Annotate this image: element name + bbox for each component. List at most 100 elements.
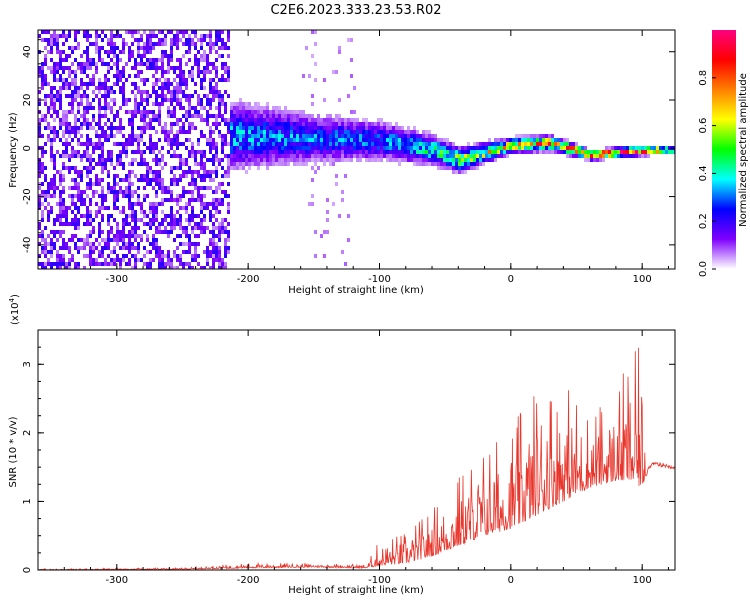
- spectrogram-cell: [569, 142, 572, 146]
- spectrogram-cell: [224, 190, 227, 194]
- spectrogram-cell: [575, 150, 578, 154]
- spectrogram-cell: [125, 138, 128, 142]
- spectrogram-cell: [170, 258, 173, 262]
- spectrogram-cell: [389, 158, 392, 162]
- spectrogram-cell: [86, 154, 89, 158]
- spectrogram-cell: [473, 162, 476, 166]
- spectrogram-cell: [185, 94, 188, 98]
- spectrogram-cell: [359, 122, 362, 126]
- spectrogram-cell: [44, 58, 47, 62]
- spectrogram-cell: [173, 214, 176, 218]
- spectrogram-cell: [158, 222, 161, 226]
- spectrogram-cell: [386, 138, 389, 142]
- spectrogram-cell: [65, 150, 68, 154]
- spectrogram-cell: [233, 102, 236, 106]
- spectrogram-cell: [488, 138, 491, 142]
- spectrogram-cell: [404, 154, 407, 158]
- spectrogram-cell: [191, 258, 194, 262]
- spectrogram-cell: [59, 90, 62, 94]
- spectrogram-cell: [80, 82, 83, 86]
- spectrogram-cell: [47, 258, 50, 262]
- spectrogram-cell: [245, 170, 248, 174]
- spectrogram-cell: [353, 110, 356, 114]
- spectrogram-cell: [116, 234, 119, 238]
- spectrogram-cell: [38, 194, 41, 198]
- spectrogram-cell: [209, 82, 212, 86]
- spectrogram-cell: [485, 150, 488, 154]
- spectrogram-cell: [170, 154, 173, 158]
- spectrogram-cell: [461, 154, 464, 158]
- spectrogram-cell: [245, 142, 248, 146]
- spectrogram-cell: [50, 238, 53, 242]
- spectrogram-cell: [161, 218, 164, 222]
- spectrogram-cell: [464, 146, 467, 150]
- spectrogram-cell: [65, 58, 68, 62]
- spectrogram-cell: [581, 150, 584, 154]
- spectrogram-cell: [146, 42, 149, 46]
- spectrogram-cell: [74, 202, 77, 206]
- spectrogram-cell: [50, 142, 53, 146]
- spectrogram-cell: [251, 154, 254, 158]
- spectrogram-cell: [263, 146, 266, 150]
- spectrogram-cell: [338, 138, 341, 142]
- spectrogram-cell: [332, 162, 335, 166]
- spectrogram-cell: [170, 98, 173, 102]
- spectrogram-cell: [143, 50, 146, 54]
- spectrogram-cell: [551, 142, 554, 146]
- spectrogram-cell: [164, 138, 167, 142]
- spectrogram-cell: [158, 30, 161, 34]
- spectrogram-cell: [194, 114, 197, 118]
- spectrogram-cell: [113, 134, 116, 138]
- spectrogram-cell: [335, 118, 338, 122]
- spectrogram-cell: [275, 154, 278, 158]
- spectrogram-cell: [188, 198, 191, 202]
- spectrogram-cell: [506, 150, 509, 154]
- spectrogram-cell: [173, 42, 176, 46]
- spectrogram-cell: [392, 130, 395, 134]
- spectrogram-cell: [164, 262, 167, 266]
- spectrogram-cell: [77, 62, 80, 66]
- spectrogram-cell: [275, 134, 278, 138]
- spectrogram-cell: [116, 78, 119, 82]
- spectrogram-cell: [347, 146, 350, 150]
- spectrogram-cell: [260, 138, 263, 142]
- spectrogram-cell: [74, 170, 77, 174]
- spectrogram-cell: [275, 138, 278, 142]
- spectrogram-cell: [86, 134, 89, 138]
- spectrogram-cell: [335, 134, 338, 138]
- spectrogram-cell: [197, 262, 200, 266]
- spectrogram-cell: [122, 86, 125, 90]
- spectrogram-cell: [413, 126, 416, 130]
- spectrogram-cell: [80, 98, 83, 102]
- spectrogram-cell: [182, 122, 185, 126]
- spectrogram-cell: [143, 54, 146, 58]
- spectrogram-cell: [335, 150, 338, 154]
- spectrogram-cell: [242, 166, 245, 170]
- spectrogram-cell: [59, 194, 62, 198]
- spectrogram-cell: [152, 30, 155, 34]
- spectrogram-cell: [149, 58, 152, 62]
- spectrogram-cell: [146, 98, 149, 102]
- spectrogram-cell: [284, 150, 287, 154]
- spectrogram-cell: [56, 238, 59, 242]
- spectrogram-cell: [617, 146, 620, 150]
- spectrogram-cell: [131, 246, 134, 250]
- spectrogram-cell: [578, 146, 581, 150]
- spectrogram-cell: [173, 238, 176, 242]
- spectrogram-cell: [62, 190, 65, 194]
- spectrogram-cell: [224, 242, 227, 246]
- spectrogram-cell: [212, 138, 215, 142]
- spectrogram-cell: [146, 166, 149, 170]
- spectrogram-cell: [74, 186, 77, 190]
- spectrogram-cell: [623, 150, 626, 154]
- spectrogram-cell: [236, 118, 239, 122]
- spectrogram-cell: [236, 130, 239, 134]
- spectrogram-cell: [395, 150, 398, 154]
- spectrogram-cell: [227, 46, 230, 50]
- spectrogram-cell: [89, 58, 92, 62]
- spectrogram-cell: [176, 42, 179, 46]
- spectrogram-cell: [290, 134, 293, 138]
- spectrogram-cell: [77, 190, 80, 194]
- spectrogram-cell: [473, 146, 476, 150]
- spectrogram-cell: [116, 58, 119, 62]
